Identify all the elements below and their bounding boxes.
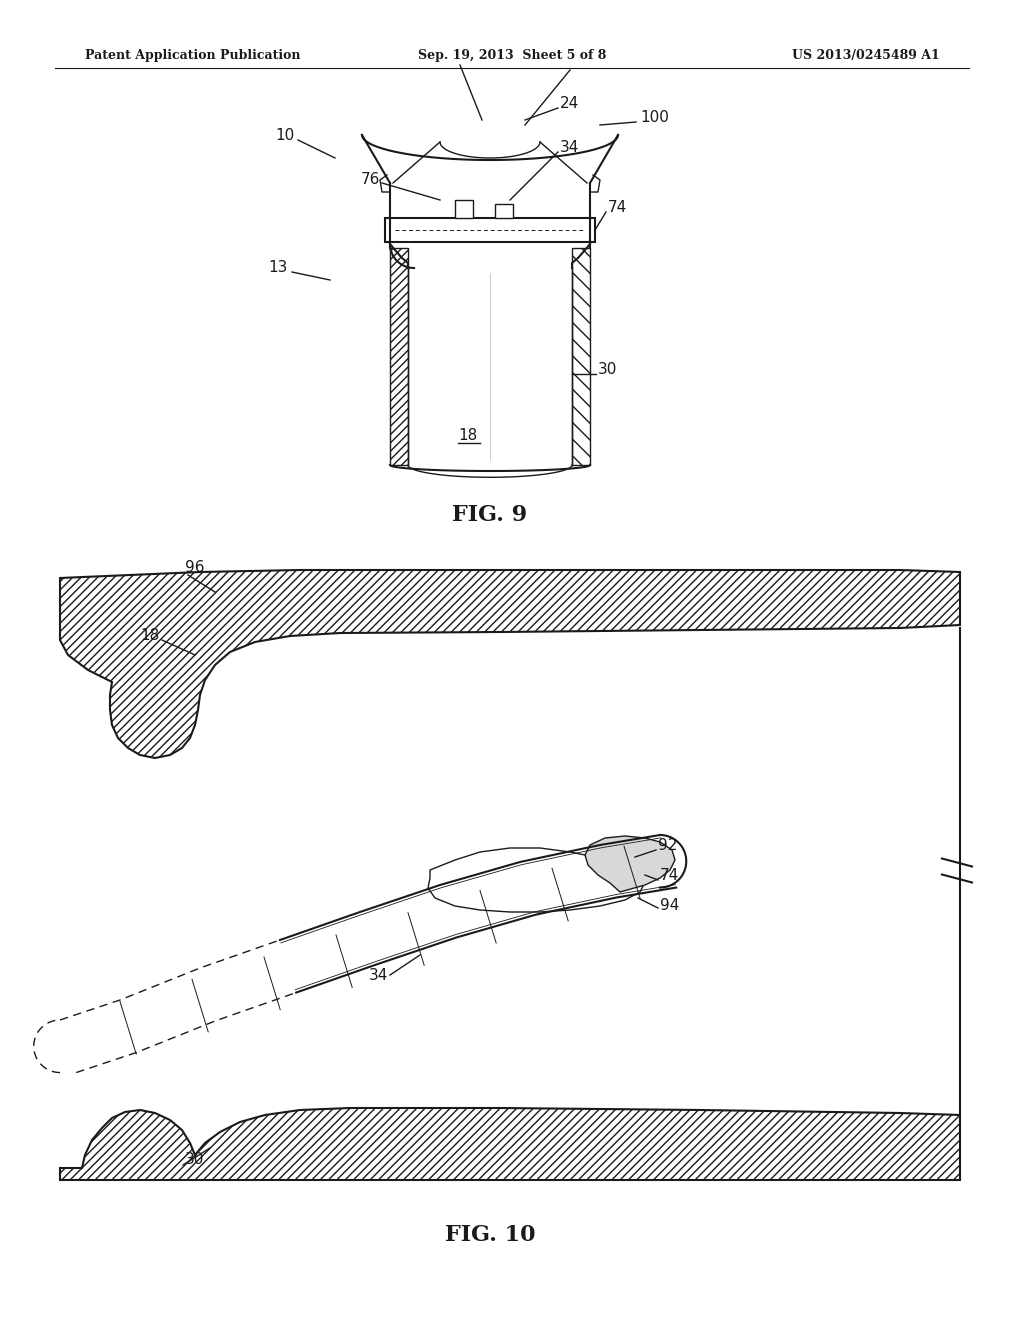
Text: 96: 96 [185,561,205,576]
Text: 10: 10 [275,128,295,143]
Text: Sep. 19, 2013  Sheet 5 of 8: Sep. 19, 2013 Sheet 5 of 8 [418,49,606,62]
Text: 34: 34 [560,140,580,156]
Polygon shape [60,1107,961,1180]
Bar [495,205,513,218]
Bar [455,201,473,218]
Text: 13: 13 [268,260,288,276]
Text: 18: 18 [459,428,477,442]
Text: 100: 100 [640,111,669,125]
Text: FIG. 9: FIG. 9 [453,504,527,525]
Text: 94: 94 [660,898,679,912]
Text: 92: 92 [658,837,677,853]
Text: 76: 76 [360,173,380,187]
Bar [390,248,408,465]
Text: 34: 34 [369,968,388,982]
Text: 74: 74 [608,201,628,215]
Text: 18: 18 [140,627,160,643]
Polygon shape [428,847,645,912]
Text: FIG. 10: FIG. 10 [444,1224,536,1246]
Text: 24: 24 [560,95,580,111]
Text: Patent Application Publication: Patent Application Publication [85,49,300,62]
Text: US 2013/0245489 A1: US 2013/0245489 A1 [793,49,940,62]
Bar [385,218,595,242]
Polygon shape [585,836,675,892]
Polygon shape [60,570,961,758]
Text: 30: 30 [598,363,617,378]
Text: 74: 74 [660,867,679,883]
Text: 30: 30 [185,1152,205,1167]
Bar [572,248,590,465]
